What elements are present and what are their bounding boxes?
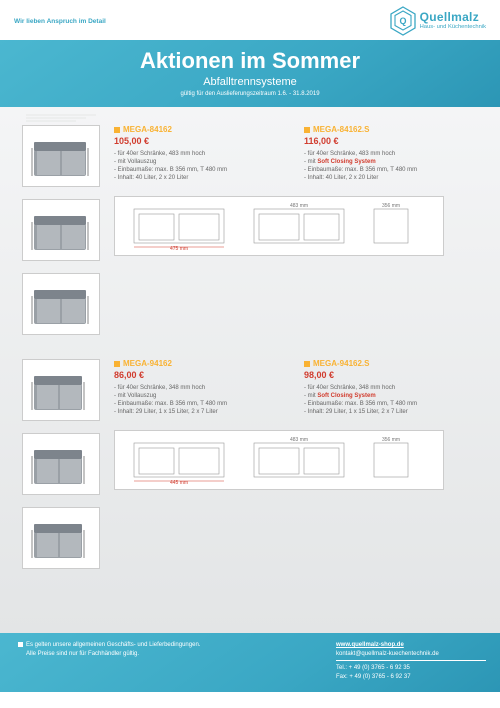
sku-specs: - für 40er Schränke, 348 mm hoch- mit Vo…	[114, 384, 264, 416]
footer: Es gelten unsere allgemeinen Geschäfts- …	[0, 633, 500, 692]
footer-rule	[336, 660, 486, 661]
product-thumb	[22, 125, 100, 187]
sku-code: MEGA-84162.S	[313, 125, 369, 134]
thumbnail-column	[22, 125, 100, 335]
product-info-column: MEGA-94162 86,00 € - für 40er Schränke, …	[114, 359, 478, 569]
product-thumb	[22, 433, 100, 495]
hero-banner: Aktionen im Sommer Abfalltrennsysteme gü…	[0, 40, 500, 107]
pencil-decoration-icon	[26, 113, 106, 123]
sku-row: MEGA-94162 86,00 € - für 40er Schränke, …	[114, 359, 478, 416]
product-thumb	[22, 359, 100, 421]
sku-header: MEGA-94162	[114, 359, 264, 368]
sku-cell: MEGA-94162 86,00 € - für 40er Schränke, …	[114, 359, 264, 416]
sku-row: MEGA-84162 105,00 € - für 40er Schränke,…	[114, 125, 478, 182]
sku-cell: MEGA-94162.S 98,00 € - für 40er Schränke…	[304, 359, 454, 416]
bullet-icon	[18, 642, 23, 647]
technical-diagram: 445 mm 483 mm 356 mm	[114, 430, 444, 490]
svg-text:Q: Q	[399, 16, 406, 26]
sku-cell: MEGA-84162 105,00 € - für 40er Schränke,…	[114, 125, 264, 182]
brand-block: Q Quellmalz Haus- und Küchentechnik	[390, 6, 486, 36]
sku-specs: - für 40er Schränke, 483 mm hoch- mit So…	[304, 150, 454, 182]
sku-header: MEGA-94162.S	[304, 359, 454, 368]
sku-price: 98,00 €	[304, 370, 454, 380]
brand-logo-icon: Q	[390, 6, 416, 36]
sku-price: 105,00 €	[114, 136, 264, 146]
product-group: MEGA-84162 105,00 € - für 40er Schränke,…	[22, 125, 478, 335]
brand-name: Quellmalz	[420, 11, 486, 24]
footer-tel: Tel.: + 49 (0) 3765 - 6 92 35	[336, 664, 486, 673]
technical-diagram: 475 mm 483 mm 356 mm	[114, 196, 444, 256]
hero-title: Aktionen im Sommer	[0, 48, 500, 74]
product-thumb	[22, 199, 100, 261]
product-thumb	[22, 507, 100, 569]
header: Wir lieben Anspruch im Detail Q Quellmal…	[0, 0, 500, 40]
sku-header: MEGA-84162.S	[304, 125, 454, 134]
svg-text:475 mm: 475 mm	[170, 246, 188, 251]
body-area: MEGA-84162 105,00 € - für 40er Schränke,…	[0, 107, 500, 633]
footer-email: kontakt@quellmalz-kuechentechnik.de	[336, 650, 486, 659]
product-group: MEGA-94162 86,00 € - für 40er Schränke, …	[22, 359, 478, 569]
footer-right: www.quellmalz-shop.de kontakt@quellmalz-…	[336, 641, 486, 682]
bullet-icon	[304, 127, 310, 133]
sku-code: MEGA-94162.S	[313, 359, 369, 368]
hero-subtitle: Abfalltrennsysteme	[0, 76, 500, 88]
svg-text:356 mm: 356 mm	[382, 203, 400, 209]
brand-sub: Haus- und Küchentechnik	[420, 24, 486, 30]
footer-left: Es gelten unsere allgemeinen Geschäfts- …	[18, 641, 200, 682]
product-thumb	[22, 273, 100, 335]
sku-header: MEGA-84162	[114, 125, 264, 134]
bullet-icon	[304, 361, 310, 367]
tagline: Wir lieben Anspruch im Detail	[14, 18, 106, 25]
svg-text:356 mm: 356 mm	[382, 437, 400, 443]
page: Wir lieben Anspruch im Detail Q Quellmal…	[0, 0, 500, 708]
sku-code: MEGA-94162	[123, 359, 172, 368]
svg-text:445 mm: 445 mm	[170, 480, 188, 485]
footer-note: Alle Preise sind nur für Fachhändler gül…	[18, 650, 200, 659]
sku-code: MEGA-84162	[123, 125, 172, 134]
hero-validity: gültig für den Auslieferungszeitraum 1.6…	[0, 91, 500, 97]
sku-cell: MEGA-84162.S 116,00 € - für 40er Schränk…	[304, 125, 454, 182]
sku-specs: - für 40er Schränke, 348 mm hoch- mit So…	[304, 384, 454, 416]
svg-text:483 mm: 483 mm	[290, 203, 308, 209]
sku-price: 116,00 €	[304, 136, 454, 146]
footer-terms: Es gelten unsere allgemeinen Geschäfts- …	[26, 642, 200, 648]
bullet-icon	[114, 361, 120, 367]
product-info-column: MEGA-84162 105,00 € - für 40er Schränke,…	[114, 125, 478, 335]
thumbnail-column	[22, 359, 100, 569]
svg-text:483 mm: 483 mm	[290, 437, 308, 443]
brand-text: Quellmalz Haus- und Küchentechnik	[420, 11, 486, 31]
bullet-icon	[114, 127, 120, 133]
sku-specs: - für 40er Schränke, 483 mm hoch- mit Vo…	[114, 150, 264, 182]
footer-url[interactable]: www.quellmalz-shop.de	[336, 642, 404, 648]
footer-fax: Fax: + 49 (0) 3765 - 6 92 37	[336, 673, 486, 682]
sku-price: 86,00 €	[114, 370, 264, 380]
